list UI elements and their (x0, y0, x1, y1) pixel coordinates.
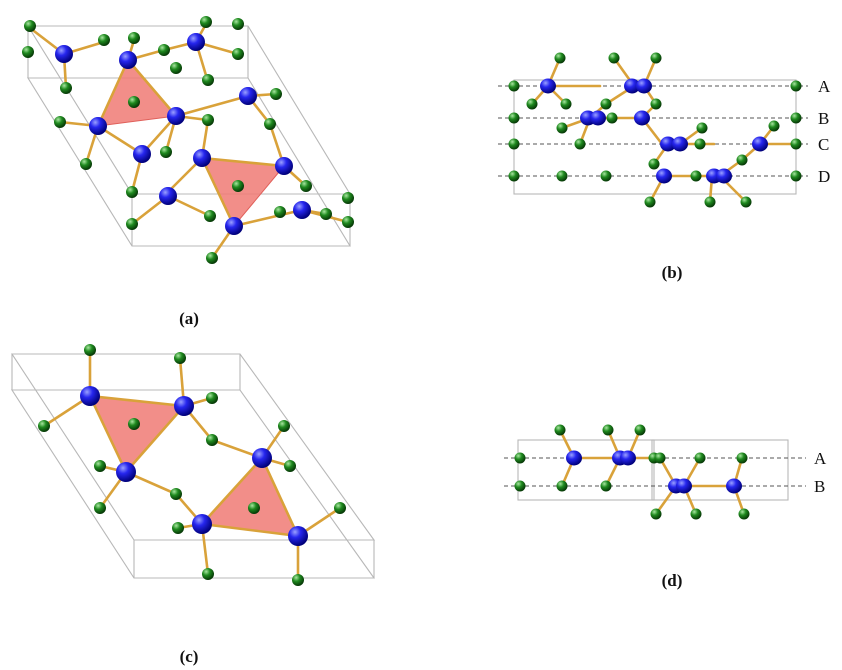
central-atom (232, 180, 244, 192)
panel-a: (a) (22, 16, 354, 328)
caption-b: (b) (662, 263, 683, 282)
atoms-d (514, 424, 750, 520)
central-atom (128, 96, 140, 108)
panel-b: A B C D (b) (498, 52, 831, 282)
caption-c: (c) (180, 647, 199, 666)
central-atom (128, 418, 140, 430)
layer-label: C (818, 135, 829, 154)
panel-d: A B (d) (504, 424, 827, 590)
panel-c: (c) (10, 344, 376, 666)
central-atom (248, 502, 260, 514)
atoms-a (22, 16, 354, 264)
layer-label: B (814, 477, 825, 496)
layer-label: A (814, 449, 827, 468)
bonds-a (28, 22, 350, 260)
unit-cell-c (10, 353, 376, 579)
atoms-c (38, 344, 346, 586)
caption-a: (a) (179, 309, 199, 328)
layer-label: B (818, 109, 829, 128)
layer-label: A (818, 77, 831, 96)
layer-label: D (818, 167, 830, 186)
atoms-b (508, 52, 802, 208)
unit-cells-d (517, 439, 789, 501)
caption-d: (d) (662, 571, 683, 590)
